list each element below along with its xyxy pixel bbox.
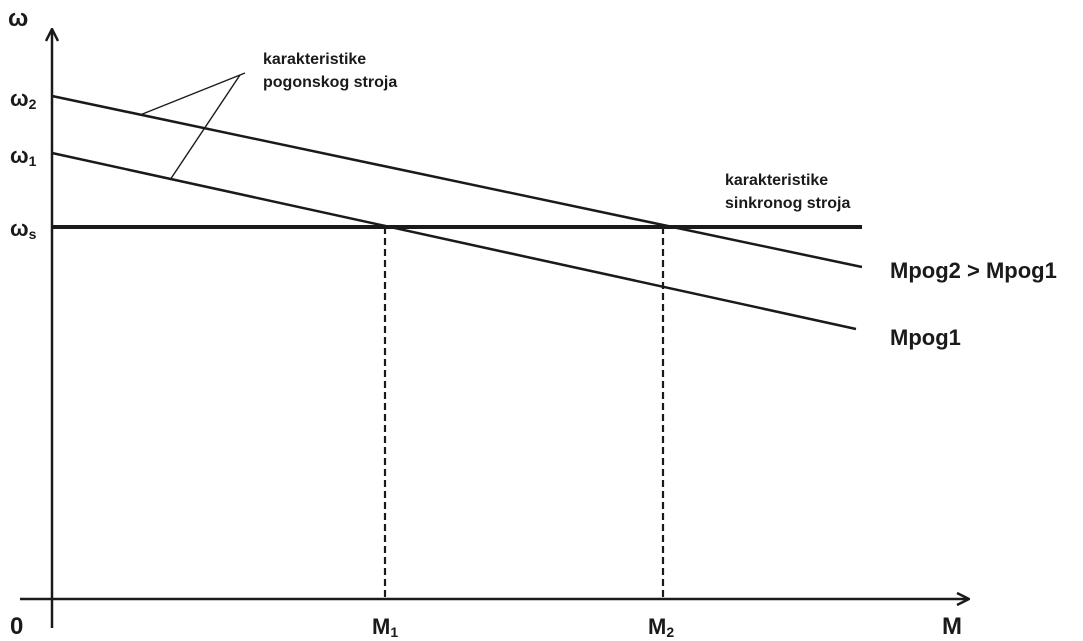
y-axis-label: ω — [8, 5, 28, 32]
sync-annotation-line-2: sinkronog stroja — [725, 195, 850, 212]
leader-to-mpog2 — [139, 72, 246, 116]
y-tick-omega-1: ω1 — [10, 143, 37, 169]
drive-line-mpog1 — [51, 151, 857, 331]
x-tick-m1: M1 — [372, 614, 398, 640]
drive-annotation-line-1: karakteristike — [263, 51, 366, 68]
x-tick-m2: M2 — [648, 614, 674, 640]
origin-label: 0 — [10, 613, 23, 640]
drive-machine-annotation: karakteristike pogonskog stroja — [263, 51, 397, 91]
x-axis-label: M — [942, 613, 962, 640]
leader-to-mpog1 — [169, 74, 241, 181]
sync-annotation-line-1: karakteristike — [725, 172, 828, 189]
y-tick-omega-2: ω2 — [10, 86, 37, 112]
drive-annotation-line-2: pogonskog stroja — [263, 74, 397, 91]
y-tick-omega-s: ωs — [10, 216, 37, 242]
lower-curve-label: Mpog1 — [890, 325, 961, 350]
drive-line-mpog2 — [51, 94, 863, 269]
sync-machine-annotation: karakteristike sinkronog stroja — [725, 172, 850, 212]
upper-curve-label: Mpog2 > Mpog1 — [890, 258, 1057, 283]
